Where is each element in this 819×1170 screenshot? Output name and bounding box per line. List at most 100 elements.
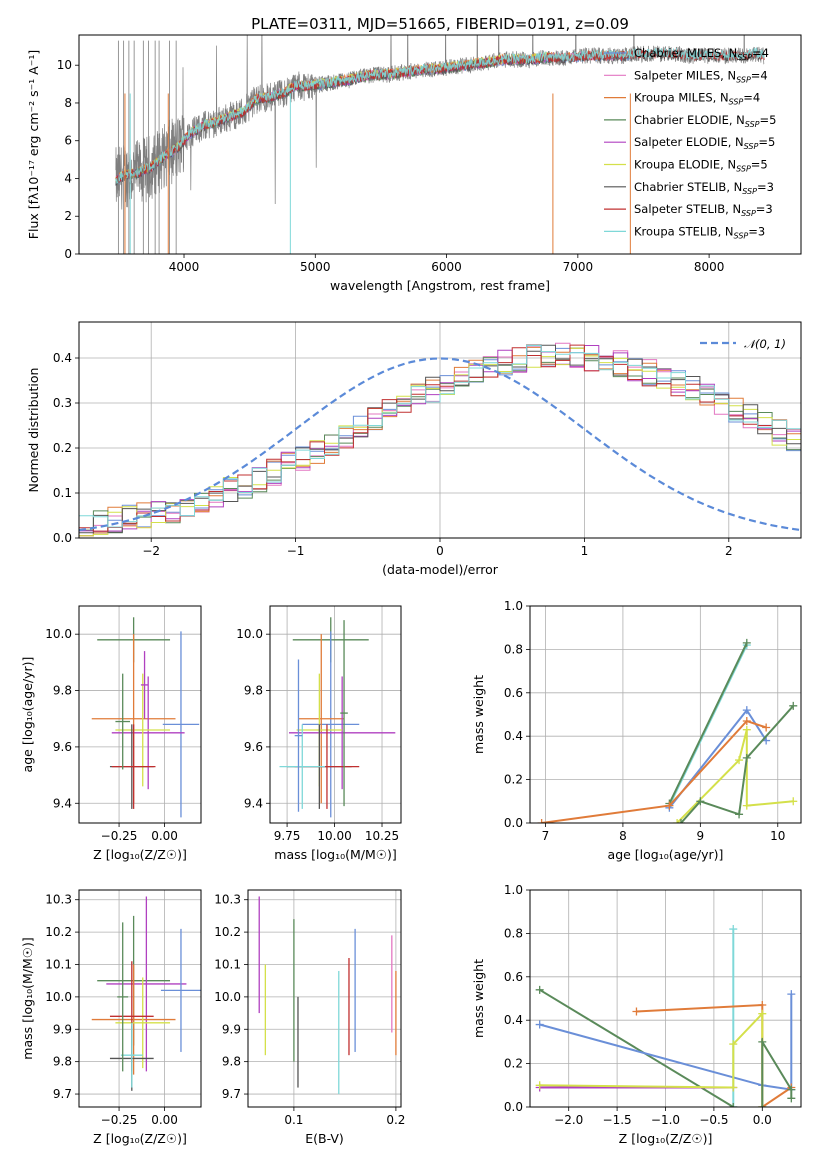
legend-label: Salpeter ELODIE, N xyxy=(634,135,744,149)
mass-weight-marker xyxy=(758,1037,767,1046)
mass-weight-marker xyxy=(735,810,744,819)
y-tick-label: 0.2 xyxy=(53,441,72,455)
x-axis-label: E(B-V) xyxy=(305,1131,344,1146)
x-tick-label: −1.0 xyxy=(651,1113,680,1127)
mass-weight-marker xyxy=(787,1085,796,1094)
plot-area xyxy=(91,617,200,818)
error-bar-point xyxy=(288,676,396,790)
mass-weight-marker xyxy=(729,1083,738,1092)
error-bar-point xyxy=(160,928,201,1052)
legend-subscript: SSP xyxy=(744,142,759,151)
x-tick-label: 0.1 xyxy=(284,1113,303,1127)
x-tick-label: −2.0 xyxy=(554,1113,583,1127)
y-axis-label: mass weight xyxy=(471,675,486,754)
axes-frame xyxy=(247,889,402,1108)
mass-weight-line xyxy=(539,994,793,1091)
x-tick-label: 4000 xyxy=(169,260,200,274)
axes-frame xyxy=(269,605,402,824)
y-tick-label: 0.2 xyxy=(504,1057,523,1071)
plot-area xyxy=(91,896,201,1091)
legend-entry: Salpeter STELIB, NSSP=3 xyxy=(634,202,773,218)
legend-subscript: SSP xyxy=(742,187,757,196)
mass-weight-marker xyxy=(742,717,751,726)
y-tick-label: 9.8 xyxy=(244,684,263,698)
y-tick-label: 1.0 xyxy=(504,599,523,613)
y-tick-label: 9.7 xyxy=(53,1087,72,1101)
mass-weight-line xyxy=(668,708,768,809)
y-tick-label: 9.4 xyxy=(244,796,263,810)
y-tick-label: 0.0 xyxy=(504,816,523,830)
legend-label: Chabrier MILES, N xyxy=(634,46,737,60)
x-tick-label: 0.2 xyxy=(386,1113,405,1127)
x-axis-label: (data-model)/error xyxy=(382,562,499,577)
legend-count: =4 xyxy=(743,91,760,105)
plot-area xyxy=(258,896,397,1095)
y-axis-label: Normed distribution xyxy=(26,368,41,493)
mass-weight-marker xyxy=(742,638,751,647)
legend-label: Kroupa MILES, N xyxy=(634,91,729,105)
legend-label: Kroupa ELODIE, N xyxy=(634,158,736,172)
y-tick-label: 6 xyxy=(64,134,72,148)
mass-weight-line xyxy=(761,1038,793,1107)
legend-label: Salpeter STELIB, N xyxy=(634,202,741,216)
panel-mass-vs-ebv: 0.1 0.2 9.7 9.8 9.9 10.0 10.1 10.2 10.3 E(B-V) xyxy=(214,889,405,1146)
residual-histogram xyxy=(79,344,801,532)
error-bar-point xyxy=(279,724,326,809)
legend-count: =3 xyxy=(757,180,774,194)
residual-histogram xyxy=(79,344,801,534)
model-spectrum-line xyxy=(115,51,553,183)
error-bar-point xyxy=(120,1022,143,1088)
plot-area xyxy=(535,925,796,1107)
y-tick-label: 0.4 xyxy=(504,729,523,743)
y-tick-label: 0.2 xyxy=(504,773,523,787)
y-tick-label: 10.0 xyxy=(45,627,72,641)
y-tick-label: 9.9 xyxy=(222,1022,241,1036)
y-tick-label: 0.0 xyxy=(504,1100,523,1114)
legend-subscript: SSP xyxy=(736,165,751,174)
y-tick-label: 0.8 xyxy=(504,926,523,940)
panel-weight-vs-z: −2.0 −1.5 −1.0 −0.5 0.0 0.0 0.2 0.4 0.6 0.8 1.0 Z [… xyxy=(471,883,802,1146)
plot-area xyxy=(279,617,396,818)
normal-distribution-curve xyxy=(79,357,801,532)
legend-entry: 𝒩(0, 1) xyxy=(744,337,786,351)
chart-title: PLATE=0311, MJD=51665, FIBERID=0191, z=0… xyxy=(251,15,629,33)
x-axis-label: Z [log₁₀(Z/Z☉)] xyxy=(93,847,187,862)
legend-entry: Kroupa MILES, NSSP=4 xyxy=(634,91,760,107)
legend-label: Chabrier ELODIE, N xyxy=(634,113,745,127)
mass-weight-marker xyxy=(742,706,751,715)
error-bar-point xyxy=(111,676,185,790)
x-tick-label: −0.25 xyxy=(101,1113,138,1127)
panel-residuals: 𝒩(0, 1) −2 −1 0 1 2 0.0 0.1 0.2 0.3 0.4 (data-model… xyxy=(26,321,802,577)
x-axis-label: mass [log₁₀(M/M☉)] xyxy=(274,847,396,862)
legend-subscript: SSP xyxy=(734,231,749,240)
x-tick-label: 8 xyxy=(619,829,627,843)
y-tick-label: 0 xyxy=(64,247,72,261)
y-tick-label: 9.7 xyxy=(222,1087,241,1101)
residual-histogram xyxy=(79,344,801,534)
y-axis-label: age [log₁₀(age/yr)] xyxy=(20,657,35,773)
legend-count: =5 xyxy=(760,113,777,127)
legend-entry: Chabrier STELIB, NSSP=3 xyxy=(634,180,774,196)
y-axis-label: mass weight xyxy=(471,959,486,1038)
x-axis-label: Z [log₁₀(Z/Z☉)] xyxy=(619,1131,713,1146)
legend-count: =5 xyxy=(751,158,768,172)
mass-weight-marker xyxy=(789,797,798,806)
mass-weight-line xyxy=(541,719,767,823)
y-tick-label: 8 xyxy=(64,96,72,110)
y-tick-label: 10.1 xyxy=(214,957,241,971)
mass-weight-marker xyxy=(762,723,771,732)
legend-subscript: SSP xyxy=(729,98,744,107)
plot-area xyxy=(115,35,765,254)
y-tick-label: 0.4 xyxy=(53,351,72,365)
y-tick-label: 10.0 xyxy=(45,990,72,1004)
error-bar-point xyxy=(115,977,171,1069)
x-tick-label: 0 xyxy=(436,544,444,558)
x-tick-label: 9 xyxy=(697,829,705,843)
mass-weight-marker xyxy=(676,819,685,823)
residual-histogram xyxy=(79,344,801,537)
residual-histogram xyxy=(79,347,801,537)
mass-weight-marker xyxy=(758,1009,767,1018)
y-tick-label: 9.6 xyxy=(244,740,263,754)
x-axis-label: age [log₁₀(age/yr)] xyxy=(608,847,724,862)
mass-weight-marker xyxy=(729,925,738,934)
